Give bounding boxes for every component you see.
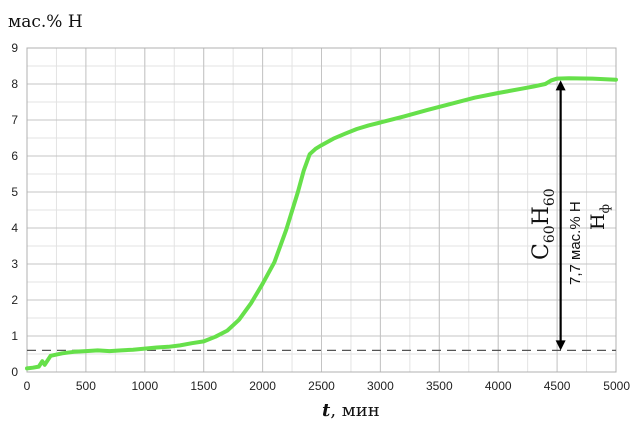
series-line — [25, 76, 618, 371]
formula-h: H — [529, 206, 554, 225]
x-tick-label: 4500 — [544, 379, 571, 393]
y-tick-label: 8 — [11, 77, 18, 91]
x-tick-label: 500 — [76, 379, 96, 393]
svg-text:C60H60: C60H60 — [529, 188, 558, 260]
y-tick-label: 7 — [11, 113, 18, 127]
x-tick-label: 4000 — [485, 379, 512, 393]
formula-c: C — [529, 243, 554, 260]
capacity-label: 7,7 мас.% Н — [567, 201, 584, 285]
formula-label: C60H60 — [529, 188, 558, 260]
hf-main: H — [587, 213, 609, 230]
y-tick-labels: 0 1 2 3 4 5 6 7 8 9 — [11, 41, 18, 379]
arrow-head-bottom — [555, 340, 566, 351]
y-tick-label: 9 — [11, 41, 18, 55]
y-tick-label: 3 — [11, 257, 18, 271]
x-tick-label: 0 — [24, 379, 31, 393]
hf-sub: ф — [598, 204, 612, 213]
svg-text:7,7 мас.% Н: 7,7 мас.% Н — [567, 201, 584, 285]
svg-text:Hф: Hф — [587, 204, 612, 230]
y-tick-label: 1 — [11, 329, 18, 343]
x-axis-unit: , мин — [330, 400, 379, 421]
x-tick-labels: 0 500 1000 1500 2000 2500 3000 3500 4000 4500 5000 — [24, 379, 631, 393]
grid — [26, 47, 617, 373]
y-tick-label: 4 — [11, 221, 18, 235]
plot-frame — [26, 47, 617, 373]
annotation-arrow — [555, 80, 566, 351]
formula-h-sub: 60 — [542, 188, 558, 206]
x-tick-label: 2000 — [249, 379, 276, 393]
x-tick-label: 2500 — [308, 379, 335, 393]
x-axis-variable: t — [322, 400, 331, 421]
y-tick-label: 0 — [11, 365, 18, 379]
y-axis-label: мас.% Н — [8, 12, 83, 32]
x-tick-label: 1500 — [190, 379, 217, 393]
y-tick-label: 5 — [11, 185, 18, 199]
y-tick-label: 6 — [11, 149, 18, 163]
x-axis-label: t, мин — [322, 400, 380, 421]
x-tick-label: 3500 — [426, 379, 453, 393]
arrow-head-top — [555, 80, 566, 91]
x-tick-label: 1000 — [131, 379, 158, 393]
hf-label: Hф — [587, 204, 612, 230]
x-tick-label: 5000 — [603, 379, 630, 393]
y-tick-label: 2 — [11, 293, 18, 307]
formula-c-sub: 60 — [542, 225, 558, 243]
x-tick-label: 3000 — [367, 379, 394, 393]
